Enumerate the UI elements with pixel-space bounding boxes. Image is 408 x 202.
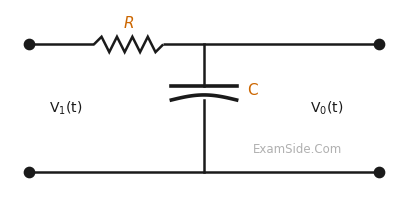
Text: ExamSide.Com: ExamSide.Com <box>253 143 342 156</box>
Text: V$_1$(t): V$_1$(t) <box>49 99 82 117</box>
Point <box>376 43 383 46</box>
Text: V$_0$(t): V$_0$(t) <box>310 99 343 117</box>
Point <box>376 170 383 173</box>
Point <box>25 170 32 173</box>
Text: C: C <box>247 83 257 98</box>
Text: R: R <box>123 16 134 31</box>
Point <box>25 43 32 46</box>
